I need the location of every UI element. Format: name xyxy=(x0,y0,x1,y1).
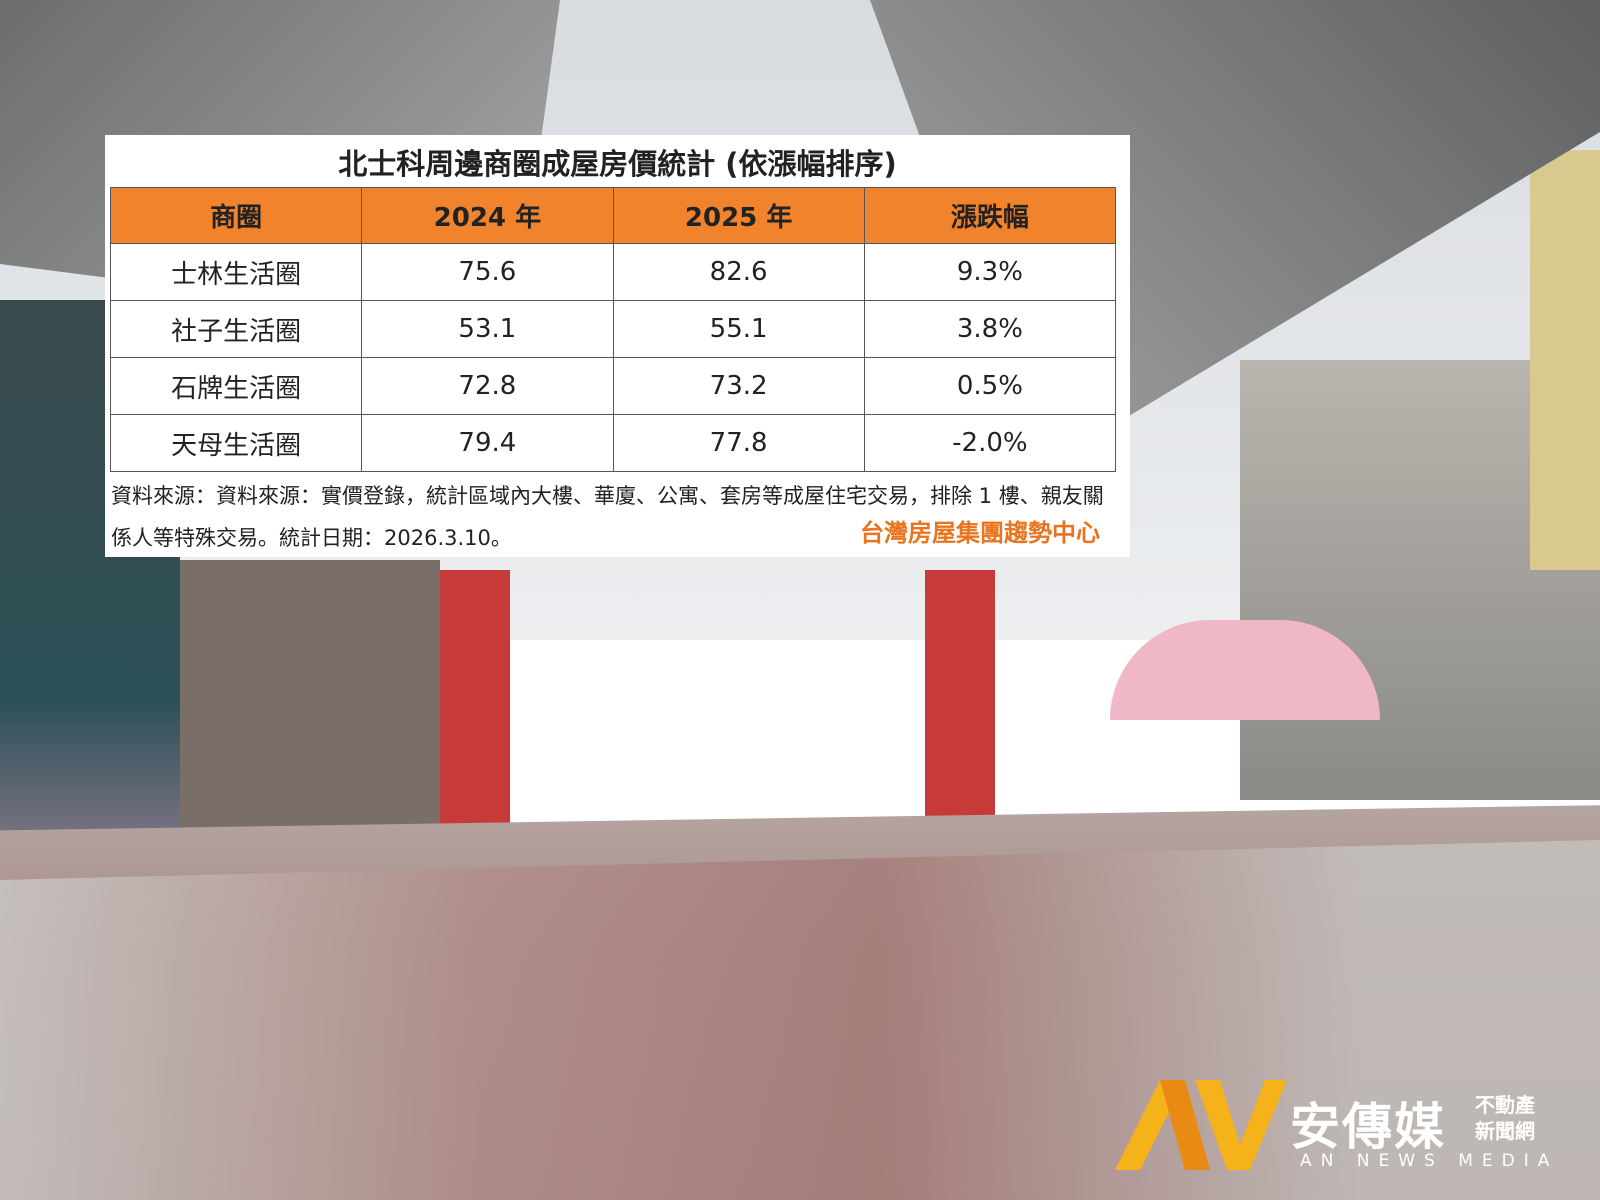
header-cell: 漲跌幅 xyxy=(863,187,1117,244)
umbrella xyxy=(1110,620,1380,720)
logo-name: 安傳媒 xyxy=(1290,1098,1446,1156)
table-body: 士林生活圈 75.6 82.6 9.3% 社子生活圈 53.1 55.1 3.8% 石牌生活圈 7… xyxy=(109,243,1117,472)
table-cell: 9.3% xyxy=(863,243,1117,301)
walkway xyxy=(0,840,1600,1200)
header-cell: 2024 年 xyxy=(361,187,614,244)
table-cell: 72.8 xyxy=(361,357,614,415)
table-cell: -2.0% xyxy=(863,414,1117,472)
table-panel: 北士科周邊商圈成屋房價統計 (依漲幅排序) 商圈 2024 年 2025 年漲跌幅 … xyxy=(105,135,1130,557)
table-cell: 53.1 xyxy=(361,300,614,358)
table-cell: 55.1 xyxy=(612,300,865,358)
table-cell: 天母生活圈 xyxy=(109,414,363,472)
table-row: 士林生活圈 75.6 82.6 9.3% xyxy=(109,243,1117,301)
table-cell: 3.8% xyxy=(863,300,1117,358)
price-table: 商圈 2024 年 2025 年漲跌幅 士林生活圈 75.6 82.6 9.3% 社子生活圈… xyxy=(109,187,1117,472)
table-cell: 79.4 xyxy=(361,414,614,472)
logo: 安傳媒 不動產 新聞網 AN NEWS MEDIA xyxy=(1115,1075,1565,1185)
table-cell: 士林生活圈 xyxy=(109,243,363,301)
shops xyxy=(180,560,440,830)
table-cell: 75.6 xyxy=(361,243,614,301)
table-row: 天母生活圈 79.4 77.8 -2.0% xyxy=(109,414,1117,472)
logo-shape xyxy=(1160,1080,1210,1170)
table-cell: 石牌生活圈 xyxy=(109,357,363,415)
pillar xyxy=(440,570,510,830)
table-row: 社子生活圈 53.1 55.1 3.8% xyxy=(109,300,1117,358)
pillar xyxy=(925,570,995,830)
header-cell: 商圈 xyxy=(109,187,363,244)
table-cell: 77.8 xyxy=(612,414,865,472)
table-cell: 0.5% xyxy=(863,357,1117,415)
table-cell: 社子生活圈 xyxy=(109,300,363,358)
table-cell: 82.6 xyxy=(612,243,865,301)
logo-english: AN NEWS MEDIA xyxy=(1300,1151,1559,1171)
table-title: 北士科周邊商圈成屋房價統計 (依漲幅排序) xyxy=(338,147,897,181)
source-note: 資料來源：資料來源：實價登錄，統計區域內大樓、華廈、公寓、套房等成屋住宅交易，排… xyxy=(111,484,1104,550)
logo-tagline: 新聞網 xyxy=(1475,1119,1535,1143)
logo-mark xyxy=(1115,1080,1287,1170)
header-cell: 2025 年 xyxy=(612,187,865,244)
logo-shape xyxy=(1195,1080,1287,1170)
logo-tagline: 不動產 xyxy=(1475,1093,1535,1117)
header-row: 商圈 2024 年 2025 年漲跌幅 xyxy=(109,187,1117,244)
table-cell: 73.2 xyxy=(612,357,865,415)
building xyxy=(1530,150,1600,570)
credit: 台灣房屋集團趨勢中心 xyxy=(860,519,1100,547)
table-row: 石牌生活圈 72.8 73.2 0.5% xyxy=(109,357,1117,415)
